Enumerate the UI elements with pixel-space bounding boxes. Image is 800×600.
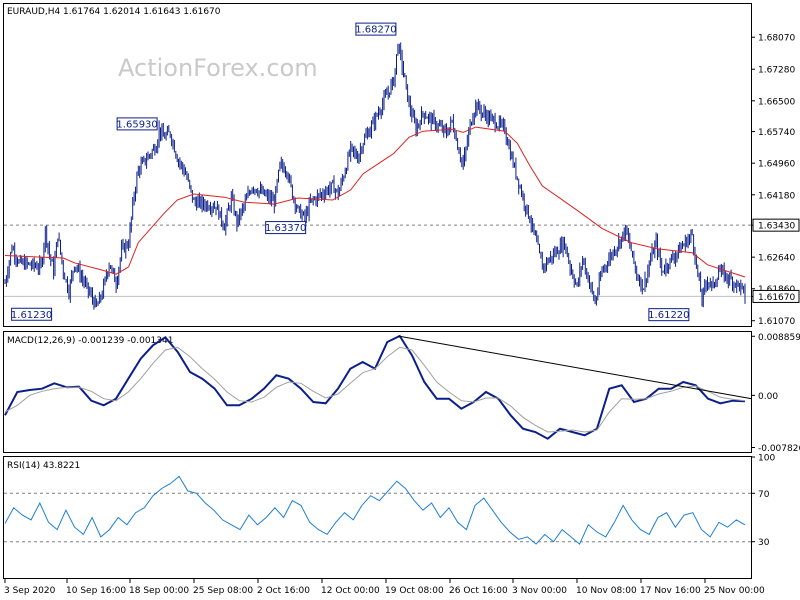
- time-tick-label: 25 Nov 00:00: [704, 586, 765, 596]
- watermark: ActionForex.com: [118, 54, 318, 82]
- macd-header: MACD(12,26,9) -0.001239 -0.001341: [7, 336, 173, 346]
- rsi-header: RSI(14) 43.8221: [7, 461, 80, 471]
- time-tick-label: 19 Oct 08:00: [385, 586, 444, 596]
- price-level-lines: [4, 224, 751, 297]
- time-tick-label: 2 Oct 16:00: [257, 586, 310, 596]
- time-tick-label: 17 Nov 16:00: [640, 586, 701, 596]
- annotation-label: 1.68270: [355, 25, 396, 36]
- annotation-label: 1.61230: [11, 310, 52, 321]
- macd-tick-label: 0.00: [758, 392, 778, 402]
- price-tick-label: 1.61070: [758, 317, 795, 327]
- macd-tick-label: -0.007826: [758, 444, 800, 454]
- rsi-line: [4, 475, 746, 545]
- time-tick-label: 10 Nov 08:00: [576, 586, 637, 596]
- annotation-box: [265, 221, 307, 235]
- macd-tick-label: 0.008859: [758, 333, 800, 343]
- annotation-box: [11, 307, 53, 321]
- rsi-tick-label: 30: [758, 538, 770, 548]
- annotation-label: 1.61220: [648, 310, 689, 321]
- moving-average-line: [4, 126, 746, 278]
- time-tick-label: 10 Sep 16:00: [66, 586, 126, 596]
- price-panel[interactable]: [3, 3, 752, 327]
- annotation-box: [648, 308, 690, 322]
- time-tick-label: 18 Sep 00:00: [129, 586, 189, 596]
- macd-trendline: [397, 335, 752, 400]
- macd-layer: [4, 334, 752, 440]
- annotation-box: [116, 117, 158, 131]
- rsi-tick-label: 100: [758, 454, 775, 464]
- price-tag-box: [752, 218, 800, 232]
- rsi-tick-label: 70: [758, 490, 770, 500]
- price-candles: [4, 42, 746, 310]
- macd-axis: 0.008859 0.00 -0.007826: [751, 333, 800, 454]
- rsi-layer: [4, 475, 751, 545]
- price-tick-label: 1.61670: [758, 293, 795, 303]
- price-tick-label: 1.65740: [758, 128, 795, 138]
- price-tick-label: 1.63430: [758, 222, 795, 232]
- time-tick-label: 12 Oct 00:00: [321, 586, 380, 596]
- price-tick-label: 1.67280: [758, 66, 795, 76]
- moving-average-layer: [4, 126, 746, 278]
- rsi-axis: 100 70 30: [751, 454, 775, 548]
- time-tick-label: 25 Sep 08:00: [193, 586, 253, 596]
- annotation-label: 1.65930: [116, 119, 157, 130]
- macd-panel[interactable]: [3, 331, 752, 453]
- price-tick-label: 1.66500: [758, 97, 795, 107]
- annotation-label: 1.63370: [265, 223, 306, 234]
- price-tick-label: 1.62640: [758, 254, 795, 264]
- time-axis: 3 Sep 2020 10 Sep 16:00 18 Sep 00:00 25 Sep…: [4, 578, 765, 596]
- price-tick-label: 1.64180: [758, 191, 795, 201]
- price-annotations: 1.68270 1.65930 1.63370 1.61230 1.61220: [11, 22, 690, 322]
- time-tick-label: 26 Oct 16:00: [449, 586, 508, 596]
- price-tag-box: [752, 289, 800, 303]
- price-tick-label: 1.68070: [758, 34, 795, 44]
- price-header: EURAUD,H4 1.61764 1.62014 1.61643 1.6167…: [7, 7, 221, 17]
- time-tick-label: 3 Sep 2020: [4, 586, 56, 596]
- annotation-box: [355, 22, 397, 36]
- rsi-panel[interactable]: [3, 456, 752, 579]
- time-tick-label: 3 Nov 00:00: [512, 586, 567, 596]
- price-tick-label: 1.64960: [758, 160, 795, 170]
- signal-line: [4, 346, 746, 433]
- price-axis: 1.68070 1.67280 1.66500 1.65740 1.64960 1.641…: [751, 34, 800, 327]
